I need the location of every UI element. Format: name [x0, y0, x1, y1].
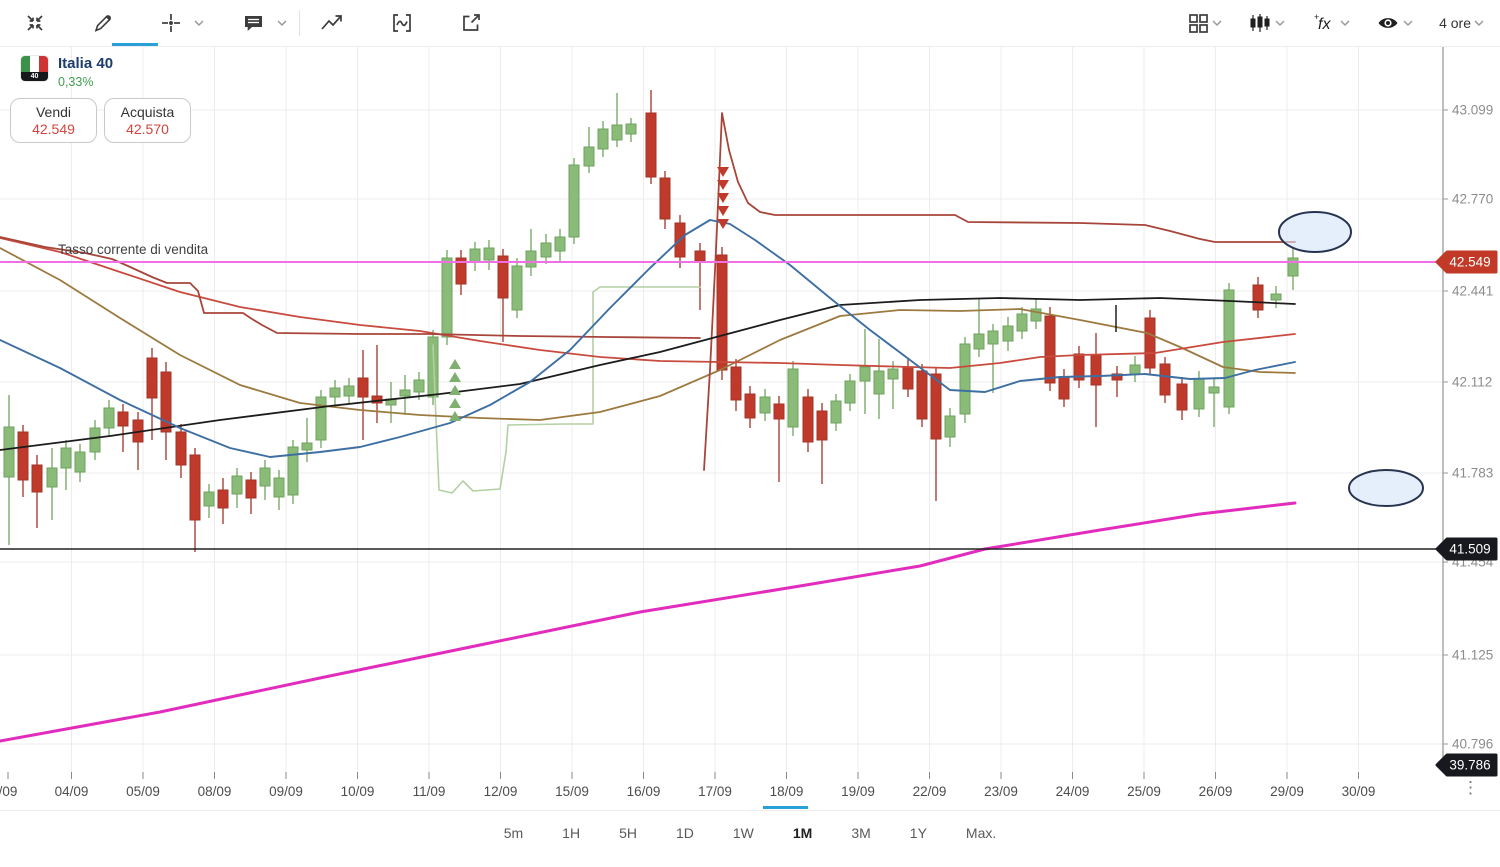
timeframe-row: 5m 1H 5H 1D 1W 1M 3M 1Y Max.	[0, 823, 1500, 843]
svg-text:16/09: 16/09	[627, 784, 661, 799]
svg-text:Tasso corrente di vendita: Tasso corrente di vendita	[58, 242, 209, 257]
open-external-icon[interactable]	[452, 6, 490, 40]
svg-text:08/09: 08/09	[198, 784, 232, 799]
sell-label: Vendi	[35, 103, 72, 120]
svg-text:42.770: 42.770	[1452, 192, 1493, 207]
svg-text:41.509: 41.509	[1449, 542, 1490, 557]
indicator-window-icon[interactable]	[382, 6, 422, 40]
svg-text:+: +	[1314, 12, 1319, 22]
svg-text:fx: fx	[1318, 16, 1331, 33]
instrument-name: Italia 40	[58, 55, 114, 72]
active-timeframe-indicator	[763, 806, 808, 809]
buy-label: Acquista	[120, 103, 175, 120]
timeframe-Max[interactable]: Max.	[965, 825, 997, 841]
pencil-icon[interactable]	[84, 6, 122, 40]
top-toolbar: + fx 4 ore	[0, 0, 1500, 47]
svg-text:10/09: 10/09	[341, 784, 375, 799]
svg-text:/09: /09	[0, 784, 17, 799]
chevron-down-icon[interactable]	[277, 19, 287, 27]
timeframe-5H[interactable]: 5H	[619, 825, 637, 841]
svg-text:09/09: 09/09	[269, 784, 303, 799]
timeframe-1H[interactable]: 1H	[562, 825, 581, 841]
instrument-change: 0,33%	[58, 74, 94, 89]
trendline-icon[interactable]	[312, 6, 352, 40]
svg-text:39.786: 39.786	[1449, 758, 1490, 773]
bottom-bar: 5m 1H 5H 1D 1W 1M 3M 1Y Max.	[0, 810, 1500, 863]
svg-text:12/09: 12/09	[484, 784, 518, 799]
timeframe-1Y[interactable]: 1Y	[909, 825, 927, 841]
timeframe-1M[interactable]: 1M	[792, 825, 813, 841]
toolbar-left-group	[0, 6, 490, 40]
chevron-down-icon	[1403, 19, 1413, 26]
buy-button[interactable]: Acquista 42.570	[104, 97, 191, 143]
svg-text:22/09: 22/09	[913, 784, 947, 799]
chevron-down-icon[interactable]	[194, 19, 204, 27]
svg-text:41.783: 41.783	[1452, 466, 1493, 481]
axis-menu-kebab[interactable]: ⋮	[1462, 778, 1479, 797]
layout-grid-icon[interactable]	[1179, 6, 1230, 40]
svg-text:17/09: 17/09	[698, 784, 732, 799]
svg-text:43.099: 43.099	[1452, 103, 1493, 118]
svg-text:30/09: 30/09	[1342, 784, 1376, 799]
crosshair-icon[interactable]	[152, 6, 190, 40]
interval-label: 4 ore	[1439, 15, 1471, 31]
toolbar-right-group: + fx 4 ore	[1179, 0, 1492, 46]
active-tool-underline	[112, 43, 158, 46]
svg-text:29/09: 29/09	[1270, 784, 1304, 799]
instrument-card: 40 Italia 40 0,33% Vendi 42.549 Acquista…	[10, 55, 191, 143]
italy-flag-icon: 40	[21, 56, 48, 81]
timeframe-1W[interactable]: 1W	[732, 825, 754, 841]
indicators-fx-icon[interactable]: + fx	[1303, 5, 1358, 41]
svg-text:25/09: 25/09	[1127, 784, 1161, 799]
timeframe-1D[interactable]: 1D	[675, 825, 694, 841]
eye-icon[interactable]	[1368, 6, 1421, 40]
chart-type-candles-icon[interactable]	[1240, 6, 1293, 40]
svg-text:42.112: 42.112	[1452, 375, 1492, 390]
chevron-down-icon	[1212, 19, 1222, 26]
svg-text:42.441: 42.441	[1452, 284, 1493, 299]
svg-text:11/09: 11/09	[413, 784, 446, 799]
svg-text:40.796: 40.796	[1452, 737, 1493, 752]
svg-text:41.125: 41.125	[1452, 648, 1493, 663]
sell-price: 42.549	[32, 120, 75, 137]
timeframe-5m[interactable]: 5m	[503, 825, 524, 841]
sell-button[interactable]: Vendi 42.549	[10, 97, 97, 143]
chevron-down-icon	[1340, 19, 1350, 26]
svg-text:24/09: 24/09	[1056, 784, 1090, 799]
flag-badge: 40	[21, 72, 48, 81]
svg-text:26/09: 26/09	[1199, 784, 1233, 799]
buy-price: 42.570	[126, 120, 169, 137]
svg-text:05/09: 05/09	[126, 784, 160, 799]
svg-text:15/09: 15/09	[555, 784, 589, 799]
svg-text:04/09: 04/09	[55, 784, 89, 799]
timeframe-3M[interactable]: 3M	[851, 825, 871, 841]
chevron-down-icon	[1474, 19, 1484, 26]
svg-text:23/09: 23/09	[984, 784, 1018, 799]
svg-text:42.549: 42.549	[1449, 255, 1490, 270]
collapse-icon[interactable]	[16, 6, 54, 40]
svg-text:19/09: 19/09	[841, 784, 875, 799]
news-icon[interactable]	[234, 6, 273, 40]
svg-text:18/09: 18/09	[770, 784, 804, 799]
interval-selector[interactable]: 4 ore	[1431, 9, 1492, 37]
chevron-down-icon	[1275, 19, 1285, 26]
